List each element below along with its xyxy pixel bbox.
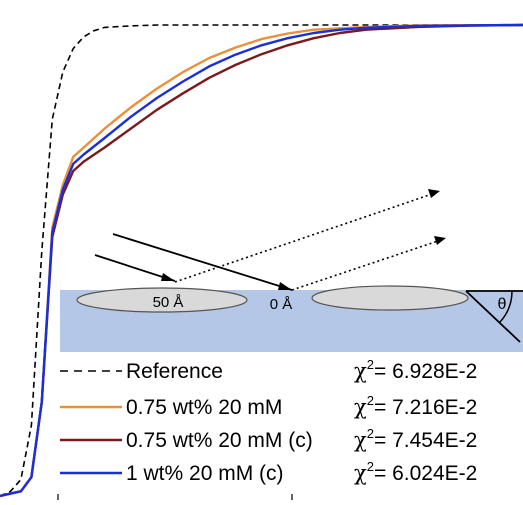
reflected-beam-upper-arrowhead bbox=[428, 189, 440, 198]
left-disc bbox=[76, 287, 248, 313]
incident-beam-lower bbox=[94, 254, 176, 282]
legend-chi2: χ2= 7.216E-2 bbox=[354, 393, 477, 419]
curves-layer bbox=[0, 23, 523, 498]
legend-label: 1 wt% 20 mM (c) bbox=[126, 462, 284, 485]
legend-label: Reference bbox=[126, 360, 223, 383]
legend: Reference χ2= 6.928E-2 0.75 wt% 20 mM χ2= 7… bbox=[58, 354, 523, 496]
legend-chi2: χ2= 6.928E-2 bbox=[354, 357, 477, 383]
legend-chi2: χ2= 7.454E-2 bbox=[354, 426, 477, 452]
right-disc bbox=[311, 285, 469, 311]
angle-ray bbox=[465, 290, 521, 343]
left-disc-label: 50 Å bbox=[153, 294, 184, 311]
legend-background bbox=[58, 354, 523, 496]
series-line-4 bbox=[0, 23, 523, 498]
incident-beam-upper bbox=[112, 233, 293, 291]
center-label: 0 Å bbox=[270, 296, 293, 313]
legend-chi2: χ2= 6.024E-2 bbox=[354, 459, 477, 485]
legend-label: 0.75 wt% 20 mM (c) bbox=[126, 429, 313, 452]
scattering-inset: 50 Å 0 Å θ bbox=[60, 189, 523, 352]
legend-label: 0.75 wt% 20 mM bbox=[126, 396, 282, 419]
series-line-1 bbox=[0, 24, 523, 497]
angle-arc bbox=[499, 290, 513, 323]
angle-label: θ bbox=[498, 296, 507, 313]
incident-beam-upper-arrowhead bbox=[278, 282, 292, 290]
reflected-beam-lower bbox=[291, 240, 439, 291]
incident-beam-lower-arrowhead bbox=[161, 273, 175, 281]
reflected-beam-upper bbox=[174, 193, 433, 283]
reflected-beam-lower-arrowhead bbox=[434, 236, 446, 245]
